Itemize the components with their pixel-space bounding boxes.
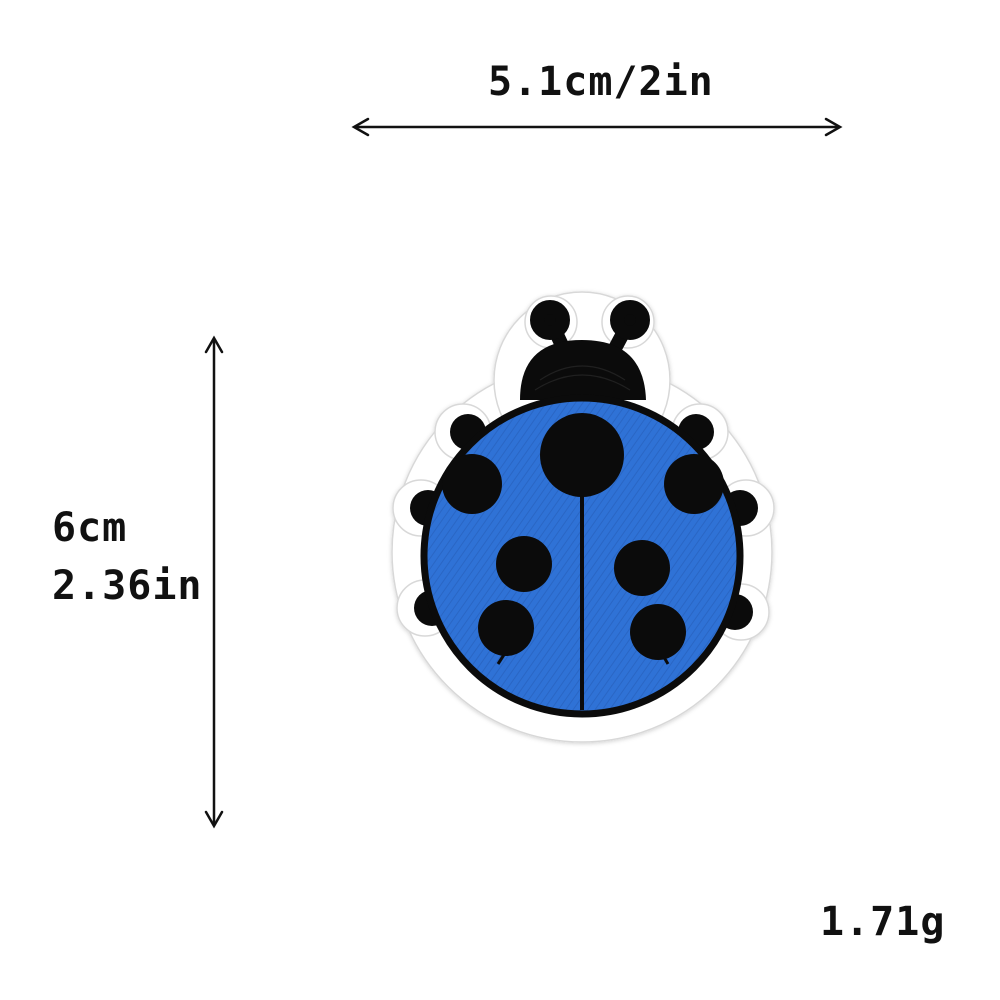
weight-label: 1.71g xyxy=(820,899,946,945)
width-label: 5.1cm/2in xyxy=(488,59,714,105)
height-label-in: 2.36in xyxy=(52,563,203,609)
ladybug-head xyxy=(520,340,646,400)
height-label-cm: 6cm xyxy=(52,505,128,551)
shell-spots xyxy=(442,413,724,660)
